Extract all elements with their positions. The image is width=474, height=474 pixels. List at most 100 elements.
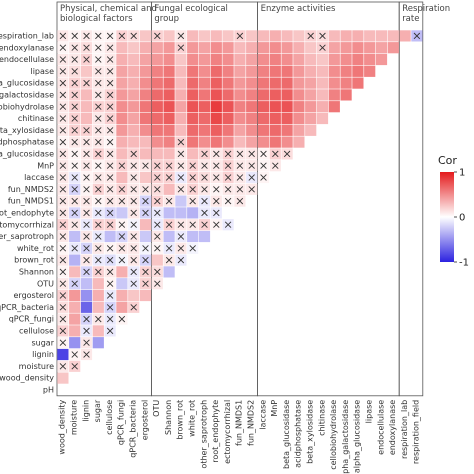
non-significant-cross — [71, 150, 78, 158]
row-label: white_rot — [17, 244, 54, 253]
non-significant-cross — [213, 150, 220, 158]
heatmap-cell — [92, 278, 104, 290]
heatmap-cell — [234, 124, 246, 136]
heatmap-cell — [293, 42, 305, 54]
heatmap-cell — [163, 266, 175, 278]
heatmap-cell — [187, 65, 199, 77]
heatmap-cell — [69, 230, 81, 243]
heatmap-cell — [293, 30, 305, 42]
non-significant-cross — [71, 79, 78, 87]
heatmap-cell — [187, 230, 199, 243]
heatmap-cell — [352, 42, 364, 54]
non-significant-cross — [154, 280, 161, 287]
row-label: fun_NMDS1 — [8, 197, 54, 206]
non-significant-cross — [248, 162, 255, 169]
legend-tick-label: 1 — [459, 168, 465, 179]
heatmap-cell — [210, 124, 222, 136]
non-significant-cross — [106, 115, 114, 122]
heatmap-cell — [340, 53, 352, 66]
heatmap-cell — [92, 337, 104, 349]
non-significant-cross — [59, 315, 67, 323]
heatmap-cell — [234, 136, 246, 148]
heatmap-cell — [128, 65, 140, 77]
heatmap-cell — [257, 77, 270, 89]
heatmap-cell — [139, 171, 152, 184]
heatmap-cell — [222, 77, 234, 89]
non-significant-cross — [142, 268, 149, 276]
non-significant-cross — [71, 245, 78, 252]
heatmap-cell — [198, 65, 211, 77]
heatmap-cell — [187, 30, 199, 42]
heatmap-cell — [139, 136, 152, 148]
heatmap-cell — [281, 77, 293, 89]
non-significant-cross — [130, 221, 137, 228]
heatmap-cell — [163, 42, 175, 54]
heatmap-cell — [187, 148, 199, 160]
heatmap-cell — [198, 89, 211, 101]
non-significant-cross — [83, 351, 90, 358]
non-significant-cross — [154, 174, 161, 181]
heatmap-cell — [364, 42, 376, 54]
heatmap-cell — [92, 289, 104, 302]
heatmap-cell — [328, 42, 340, 54]
heatmap-cell — [328, 101, 340, 113]
heatmap-cell — [234, 89, 246, 101]
non-significant-cross — [59, 44, 67, 51]
heatmap-cell — [234, 53, 246, 66]
heatmap-cell — [116, 289, 128, 302]
legend-colorbar — [440, 172, 454, 262]
non-significant-cross — [106, 327, 114, 335]
column-labels: wood_density moisture lignin sugar cellulose… — [58, 399, 421, 474]
heatmap-cell — [305, 112, 317, 125]
heatmap-cell — [116, 53, 128, 66]
non-significant-cross — [236, 186, 244, 193]
non-significant-cross — [130, 280, 137, 287]
non-significant-cross — [118, 315, 126, 323]
non-significant-cross — [95, 256, 102, 264]
non-significant-cross — [59, 162, 67, 169]
non-significant-cross — [59, 292, 67, 299]
non-significant-cross — [95, 209, 102, 217]
column-label: brown_rot — [176, 400, 185, 440]
non-significant-cross — [59, 209, 67, 217]
non-significant-cross — [95, 233, 102, 240]
column-label: root_endophyte — [211, 400, 220, 463]
column-label: qPCR_bacteria — [128, 400, 137, 458]
column-label: Shannon — [164, 400, 173, 435]
non-significant-cross — [95, 197, 102, 205]
heatmap-cell — [187, 42, 199, 54]
heatmap-cell — [151, 42, 163, 54]
column-label: respiration_field — [412, 400, 421, 464]
non-significant-cross — [130, 233, 137, 240]
heatmap-cell — [281, 89, 293, 101]
row-label: lipase — [30, 67, 54, 76]
non-significant-cross — [236, 150, 244, 158]
non-significant-cross — [118, 162, 126, 169]
heatmap-cell — [328, 89, 340, 101]
heatmap-cell — [69, 301, 81, 313]
non-significant-cross — [59, 127, 67, 134]
heatmap-cell — [234, 101, 246, 113]
non-significant-cross — [71, 68, 78, 75]
heatmap-cell — [234, 112, 246, 125]
heatmap-cell — [222, 30, 234, 42]
heatmap-cell — [187, 101, 199, 113]
heatmap-cell — [293, 136, 305, 148]
heatmap-cell — [116, 77, 128, 89]
non-significant-cross — [83, 197, 90, 205]
non-significant-cross — [59, 91, 67, 99]
row-label: pH — [43, 385, 54, 394]
non-significant-cross — [95, 103, 102, 110]
non-significant-cross — [59, 138, 67, 146]
heatmap-cell — [234, 77, 246, 89]
column-label: MnP — [270, 400, 279, 417]
heatmap-cell — [246, 77, 258, 89]
non-significant-cross — [83, 186, 90, 193]
non-significant-cross — [106, 268, 114, 276]
heatmap-cell — [281, 65, 293, 77]
non-significant-cross — [236, 162, 244, 169]
non-significant-cross — [95, 268, 102, 276]
non-significant-cross — [213, 186, 220, 193]
